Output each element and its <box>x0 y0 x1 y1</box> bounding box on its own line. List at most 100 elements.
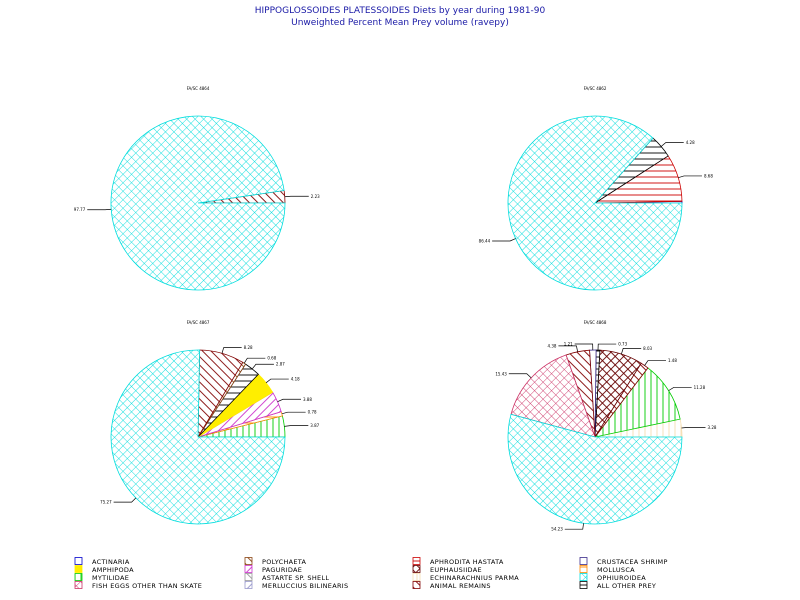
legend-label: MYTILIDAE <box>92 574 129 582</box>
slice-value-label: 8.03 <box>643 346 652 351</box>
legend-swatch <box>244 573 253 581</box>
legend-item-aphrodita-hastata: APHRODITA HASTATA <box>412 557 504 566</box>
slice-value-label: 4.38 <box>548 343 557 348</box>
slice-label-leader <box>621 348 642 355</box>
slice-value-label: 97.77 <box>74 207 86 212</box>
pie-title: FA/SC 4864 <box>187 86 210 91</box>
pie-1: FA/SC 4864 2.23 97.77 <box>74 86 320 291</box>
slice-label-leader <box>678 175 702 179</box>
pie-slice-fish-eggs-other-than-skate <box>510 354 596 438</box>
legend-item-paguridae: PAGURIDAE <box>244 565 302 574</box>
slice-label-leader <box>681 427 706 429</box>
pie-panels: FA/SC 4864 2.23 97.77 FA/SC 4862 8.68 4.28 86.… <box>74 86 717 532</box>
legend-swatch <box>74 573 83 581</box>
legend-item-all-other-prey: ALL OTHER PREY <box>579 581 656 590</box>
slice-label-leader <box>574 343 594 351</box>
slice-value-label: 54.23 <box>551 527 563 532</box>
slice-value-label: 1.21 <box>564 342 573 347</box>
chart-subtitle: Unweighted Percent Mean Prey volume (rav… <box>291 18 509 28</box>
pie-title: FA/SC 4868 <box>584 320 607 325</box>
slice-label-leader <box>284 425 309 427</box>
legend-swatch <box>412 565 421 573</box>
pie-slice-ophiuroidea <box>507 115 683 291</box>
legend-item-actinaria: ACTINARIA <box>74 557 130 566</box>
slice-value-label: 75.27 <box>100 500 112 505</box>
legend-swatch <box>579 565 588 573</box>
slice-value-label: 0.73 <box>618 342 627 347</box>
slice-value-label: 15.43 <box>495 371 507 376</box>
legend-label: AMPHIPODA <box>92 566 134 574</box>
slice-value-label: 3.87 <box>310 423 319 428</box>
pie-title: FA/SC 4862 <box>584 86 607 91</box>
legend-label: ANIMAL REMAINS <box>430 582 491 590</box>
slice-label-leader <box>251 363 274 370</box>
slice-label-leader <box>644 360 666 366</box>
legend-item-echinarachnius-parma: ECHINARACHNIUS PARMA <box>412 573 519 582</box>
legend-swatch <box>74 581 83 589</box>
legend-item-polychaeta: POLYCHAETA <box>244 557 307 566</box>
legend-swatch <box>74 557 83 565</box>
slice-value-label: 4.28 <box>686 140 695 145</box>
slice-label-leader <box>281 411 306 415</box>
slice-label-leader <box>221 347 242 354</box>
slice-value-label: 1.48 <box>668 358 677 363</box>
legend-item-merluccius-bilinearis: MERLUCCIUS BILINEARIS <box>244 581 348 590</box>
legend-item-ophiuroidea: OPHIUROIDEA <box>579 573 646 582</box>
legend-swatch <box>579 581 588 589</box>
legend-swatch <box>579 573 588 581</box>
legend-label: MOLLUSCA <box>597 566 635 574</box>
slice-value-label: 0.68 <box>267 356 276 361</box>
legend-swatch <box>244 557 253 565</box>
legend-label: OPHIUROIDEA <box>597 574 646 582</box>
slice-value-label: 0.78 <box>308 410 317 415</box>
pie-slice-ophiuroidea <box>110 349 286 525</box>
slice-label-leader <box>492 238 516 242</box>
legend-swatch <box>579 557 588 565</box>
slice-label-leader <box>508 373 532 379</box>
pie-slice-ophiuroidea <box>110 115 286 291</box>
slice-value-label: 2.23 <box>311 194 320 199</box>
slice-value-label: 8.68 <box>704 173 713 178</box>
legend-label: APHRODITA HASTATA <box>430 558 504 566</box>
legend-item-animal-remains: ANIMAL REMAINS <box>412 581 491 590</box>
chart-title: HIPPOGLOSSOIDES PLATESSOIDES Diets by ye… <box>255 6 546 16</box>
legend-swatch <box>412 573 421 581</box>
legend-item-amphipoda: AMPHIPODA <box>74 565 134 574</box>
legend: ACTINARIA POLYCHAETA APHRODITA HASTATA CRUS… <box>74 557 668 590</box>
legend-swatch <box>412 557 421 565</box>
legend-swatch <box>74 565 83 573</box>
slice-label-leader <box>277 398 301 403</box>
slice-label-leader <box>597 343 617 351</box>
pie-2: FA/SC 4862 8.68 4.28 86.44 <box>479 86 713 291</box>
slice-label-leader <box>265 378 289 384</box>
slice-value-label: 11.28 <box>694 385 706 390</box>
slice-label-leader <box>660 142 684 147</box>
legend-label: POLYCHAETA <box>262 558 307 566</box>
legend-label: FISH EGGS OTHER THAN SKATE <box>92 582 202 590</box>
legend-label: CRUSTACEA SHRIMP <box>597 558 668 566</box>
legend-label: ACTINARIA <box>92 558 130 566</box>
slice-value-label: 2.87 <box>276 362 285 367</box>
legend-item-mollusca: MOLLUSCA <box>579 565 635 574</box>
slice-value-label: 3.88 <box>303 397 312 402</box>
slice-value-label: 3.28 <box>708 425 717 430</box>
pie-4: FA/SC 4868 3.28 11.28 1.48 8.03 0.73 1.21 4.38 1… <box>495 320 717 532</box>
slice-label-leader <box>564 523 584 530</box>
legend-label: PAGURIDAE <box>262 566 302 574</box>
pie-3: FA/SC 4867 3.87 0.78 3.88 4.18 2.870.68 8.28 75… <box>100 320 320 525</box>
slice-label-leader <box>668 387 692 391</box>
legend-item-astarte-sp-shell: ASTARTE SP. SHELL <box>244 573 329 582</box>
legend-item-crustacea-shrimp: CRUSTACEA SHRIMP <box>579 557 668 566</box>
legend-item-euphausiidae: EUPHAUSIIDAE <box>412 565 482 574</box>
slice-value-label: 4.18 <box>291 377 300 382</box>
legend-swatch <box>244 581 253 589</box>
pie-title: FA/SC 4867 <box>187 320 210 325</box>
legend-swatch <box>412 581 421 589</box>
slice-label-leader <box>243 357 266 364</box>
slice-value-label: 8.28 <box>244 345 253 350</box>
legend-swatch <box>244 565 253 573</box>
legend-label: ASTARTE SP. SHELL <box>262 574 329 582</box>
slice-value-label: 86.44 <box>479 239 491 244</box>
legend-item-fish-eggs-other-than-skate: FISH EGGS OTHER THAN SKATE <box>74 581 202 590</box>
